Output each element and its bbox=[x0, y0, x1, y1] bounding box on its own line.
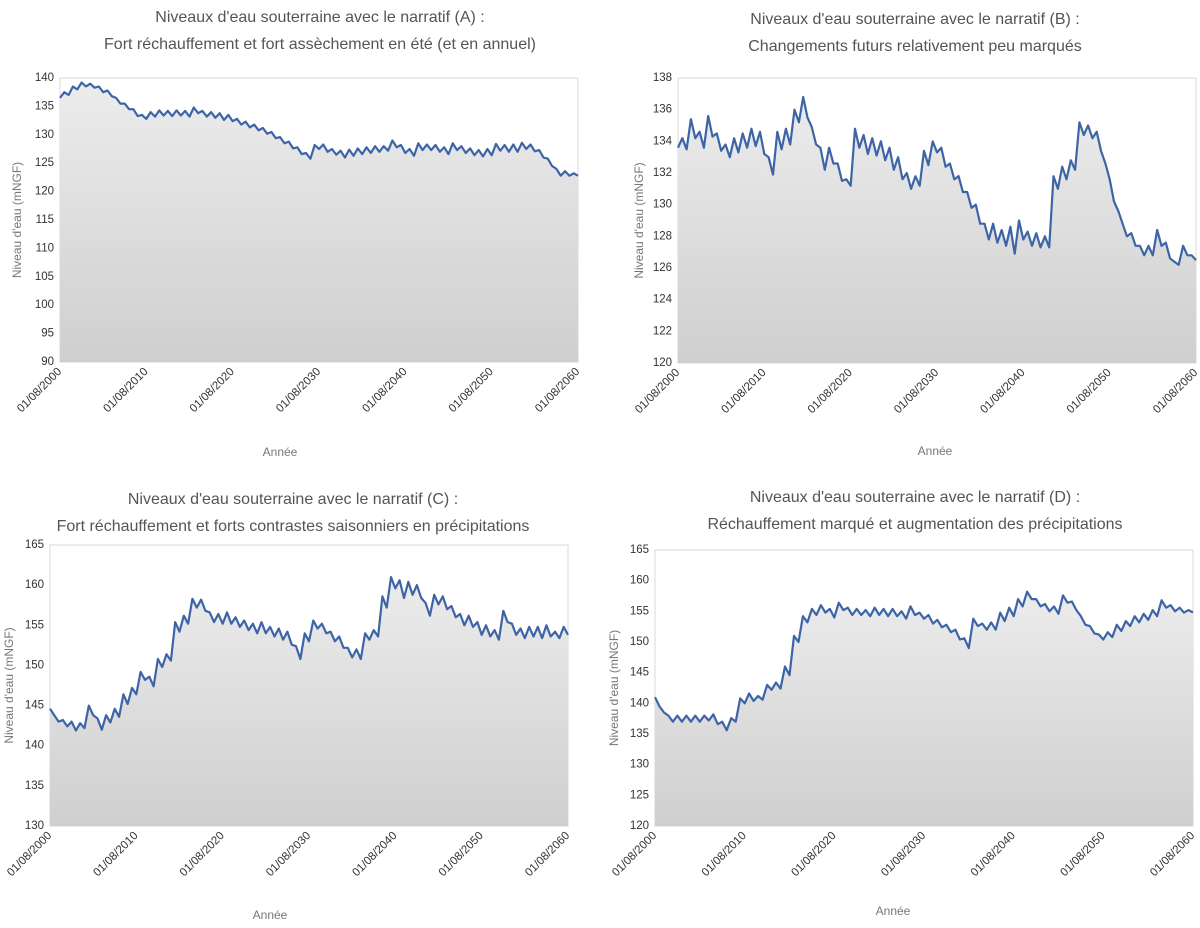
area-fill bbox=[678, 97, 1196, 363]
chart-title: Changements futurs relativement peu marq… bbox=[748, 38, 1082, 55]
y-tick-label: 135 bbox=[630, 728, 649, 740]
y-axis-label: Niveau d'eau (mNGF) bbox=[607, 630, 621, 746]
chart-title: Fort réchauffement et fort assèchement e… bbox=[104, 36, 536, 53]
x-tick-label: 01/08/2020 bbox=[188, 366, 237, 415]
y-axis-label: Niveau d'eau (mNGF) bbox=[632, 162, 646, 278]
y-tick-label: 155 bbox=[630, 605, 649, 617]
chart-title: Niveaux d'eau souterraine avec le narrat… bbox=[155, 9, 484, 26]
chart-panel: Niveaux d'eau souterraine avec le narrat… bbox=[632, 11, 1200, 458]
y-tick-label: 115 bbox=[36, 214, 54, 226]
y-tick-label: 100 bbox=[35, 299, 54, 311]
y-tick-label: 120 bbox=[35, 186, 54, 198]
x-axis-label: Année bbox=[918, 444, 953, 458]
y-tick-label: 95 bbox=[41, 328, 54, 340]
chart-title: Niveaux d'eau souterraine avec le narrat… bbox=[750, 489, 1080, 506]
x-tick-label: 01/08/2060 bbox=[523, 830, 572, 879]
x-tick-label: 01/08/2000 bbox=[610, 830, 659, 879]
y-tick-label: 130 bbox=[653, 199, 672, 211]
x-tick-label: 01/08/2040 bbox=[978, 367, 1027, 416]
y-tick-label: 135 bbox=[35, 100, 54, 112]
y-tick-label: 110 bbox=[36, 242, 54, 254]
y-tick-label: 126 bbox=[653, 262, 672, 274]
y-tick-label: 125 bbox=[35, 157, 54, 169]
y-tick-label: 130 bbox=[630, 759, 649, 771]
y-axis-label: Niveau d'eau (mNGF) bbox=[10, 162, 24, 278]
x-tick-label: 01/08/2040 bbox=[350, 830, 399, 879]
area-fill bbox=[50, 577, 568, 826]
y-axis-label: Niveau d'eau (mNGF) bbox=[2, 627, 16, 743]
x-tick-label: 01/08/2060 bbox=[533, 366, 582, 415]
area-fill bbox=[655, 591, 1193, 826]
y-tick-label: 150 bbox=[25, 659, 44, 671]
x-tick-label: 01/08/2010 bbox=[700, 830, 749, 879]
y-tick-label: 105 bbox=[35, 271, 54, 283]
y-tick-label: 145 bbox=[25, 700, 44, 712]
y-tick-label: 160 bbox=[25, 579, 44, 591]
y-tick-label: 130 bbox=[35, 129, 54, 141]
y-tick-label: 134 bbox=[653, 135, 673, 147]
x-tick-label: 01/08/2010 bbox=[719, 367, 768, 416]
x-tick-label: 01/08/2060 bbox=[1151, 367, 1200, 416]
x-tick-label: 01/08/2010 bbox=[91, 830, 140, 879]
y-tick-label: 150 bbox=[630, 636, 649, 648]
x-axis-label: Année bbox=[263, 445, 298, 459]
x-tick-label: 01/08/2020 bbox=[806, 367, 855, 416]
chart-title: Niveaux d'eau souterraine avec le narrat… bbox=[750, 11, 1079, 28]
chart-panel: Niveaux d'eau souterraine avec le narrat… bbox=[10, 9, 582, 459]
x-tick-label: 01/08/2030 bbox=[264, 830, 313, 879]
y-tick-label: 120 bbox=[653, 357, 672, 369]
x-tick-label: 01/08/2040 bbox=[969, 830, 1018, 879]
line bbox=[59, 81, 579, 177]
chart-title: Fort réchauffement et forts contrastes s… bbox=[57, 518, 530, 535]
line bbox=[654, 590, 1194, 732]
x-tick-label: 01/08/2060 bbox=[1148, 830, 1197, 879]
y-tick-label: 120 bbox=[630, 820, 649, 832]
x-tick-label: 01/08/2020 bbox=[789, 830, 838, 879]
y-tick-label: 128 bbox=[653, 230, 672, 242]
x-tick-label: 01/08/2050 bbox=[1058, 830, 1107, 879]
y-tick-label: 124 bbox=[653, 294, 673, 306]
x-axis-label: Année bbox=[253, 908, 288, 922]
x-tick-label: 01/08/2050 bbox=[447, 366, 496, 415]
line bbox=[49, 576, 569, 732]
y-tick-label: 132 bbox=[653, 167, 672, 179]
y-tick-label: 140 bbox=[630, 697, 649, 709]
line bbox=[676, 95, 1197, 266]
y-tick-label: 140 bbox=[35, 72, 54, 84]
y-tick-label: 122 bbox=[653, 325, 672, 337]
chart-panel: Niveaux d'eau souterraine avec le narrat… bbox=[607, 489, 1197, 918]
x-tick-label: 01/08/2020 bbox=[178, 830, 227, 879]
x-tick-label: 01/08/2030 bbox=[879, 830, 928, 879]
y-tick-label: 145 bbox=[630, 667, 649, 679]
x-tick-label: 01/08/2000 bbox=[15, 366, 64, 415]
x-tick-label: 01/08/2030 bbox=[274, 366, 323, 415]
y-tick-label: 140 bbox=[25, 740, 44, 752]
x-tick-label: 01/08/2040 bbox=[360, 366, 409, 415]
x-tick-label: 01/08/2050 bbox=[1065, 367, 1114, 416]
y-tick-label: 125 bbox=[630, 789, 649, 801]
chart-panel: Niveaux d'eau souterraine avec le narrat… bbox=[2, 491, 572, 922]
y-tick-label: 165 bbox=[630, 544, 649, 556]
y-tick-label: 135 bbox=[25, 780, 44, 792]
x-axis-label: Année bbox=[876, 904, 911, 918]
y-tick-label: 155 bbox=[25, 619, 44, 631]
y-tick-label: 90 bbox=[41, 356, 54, 368]
y-tick-label: 160 bbox=[630, 575, 649, 587]
chart-title: Réchauffement marqué et augmentation des… bbox=[707, 516, 1122, 533]
x-tick-label: 01/08/2010 bbox=[101, 366, 150, 415]
x-tick-label: 01/08/2050 bbox=[437, 830, 486, 879]
y-tick-label: 138 bbox=[653, 72, 672, 84]
x-tick-label: 01/08/2000 bbox=[633, 367, 682, 416]
area-fill bbox=[60, 82, 578, 362]
x-tick-label: 01/08/2000 bbox=[5, 830, 54, 879]
y-tick-label: 136 bbox=[653, 104, 672, 116]
y-tick-label: 165 bbox=[25, 539, 44, 551]
x-tick-label: 01/08/2030 bbox=[892, 367, 941, 416]
chart-title: Niveaux d'eau souterraine avec le narrat… bbox=[128, 491, 458, 508]
y-tick-label: 130 bbox=[25, 820, 44, 832]
